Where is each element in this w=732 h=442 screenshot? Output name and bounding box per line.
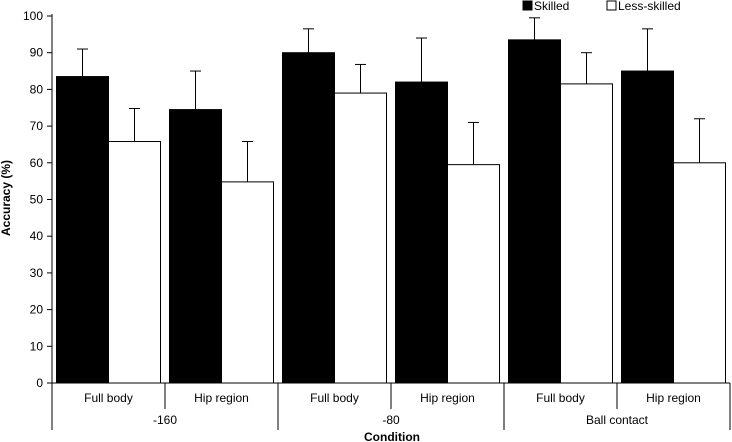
legend-swatch-less-skilled: [606, 0, 617, 11]
y-tick-label-20: 20: [30, 303, 44, 317]
x-category-label-1: Hip region: [194, 391, 249, 405]
bar-less-skilled-5: [673, 162, 726, 384]
error-bars: [77, 17, 705, 182]
y-tick-label-0: 0: [36, 376, 43, 390]
bar-less-skilled-0: [108, 141, 161, 384]
x-category-label-0: Full body: [84, 391, 133, 405]
y-tick-label-60: 60: [30, 156, 44, 170]
bars: [56, 39, 726, 384]
y-tick-label-30: 30: [30, 266, 44, 280]
y-tick-label-90: 90: [30, 46, 44, 60]
legend: Skilled Less-skilled: [522, 0, 681, 13]
x-axis-title: Condition: [364, 430, 420, 442]
x-group-label-2: Ball contact: [586, 413, 649, 427]
x-category-label-5: Hip region: [646, 391, 701, 405]
x-axis-labels: Full body Hip region Full body Hip region Fu…: [51, 383, 731, 430]
y-tick-label-40: 40: [30, 229, 44, 243]
x-group-label-0: -160: [153, 413, 177, 427]
bar-skilled-3: [395, 81, 448, 384]
y-tick-label-100: 100: [23, 9, 43, 23]
bar-skilled-1: [169, 109, 222, 384]
x-category-label-3: Hip region: [420, 391, 475, 405]
bar-less-skilled-4: [560, 83, 613, 384]
bar-less-skilled-3: [447, 164, 500, 384]
legend-label-skilled: Skilled: [534, 0, 569, 13]
bar-skilled-0: [56, 76, 109, 384]
bar-less-skilled-1: [221, 181, 274, 384]
bar-skilled-2: [282, 52, 335, 384]
y-tick-label-10: 10: [30, 339, 44, 353]
y-tick-label-70: 70: [30, 119, 44, 133]
y-tick-label-50: 50: [30, 193, 44, 207]
bar-less-skilled-2: [334, 92, 387, 384]
bar-skilled-5: [621, 70, 674, 384]
bar-skilled-4: [508, 39, 561, 384]
y-axis-ticks: 0 10 20 30 40 50 60 70 80 90 100: [23, 9, 52, 390]
x-group-label-1: -80: [382, 413, 400, 427]
x-category-label-2: Full body: [310, 391, 359, 405]
y-axis-title: Accuracy (%): [0, 160, 13, 236]
legend-swatch-skilled: [522, 0, 533, 11]
x-category-label-4: Full body: [536, 391, 585, 405]
y-tick-label-80: 80: [30, 82, 44, 96]
legend-label-less-skilled: Less-skilled: [618, 0, 681, 13]
